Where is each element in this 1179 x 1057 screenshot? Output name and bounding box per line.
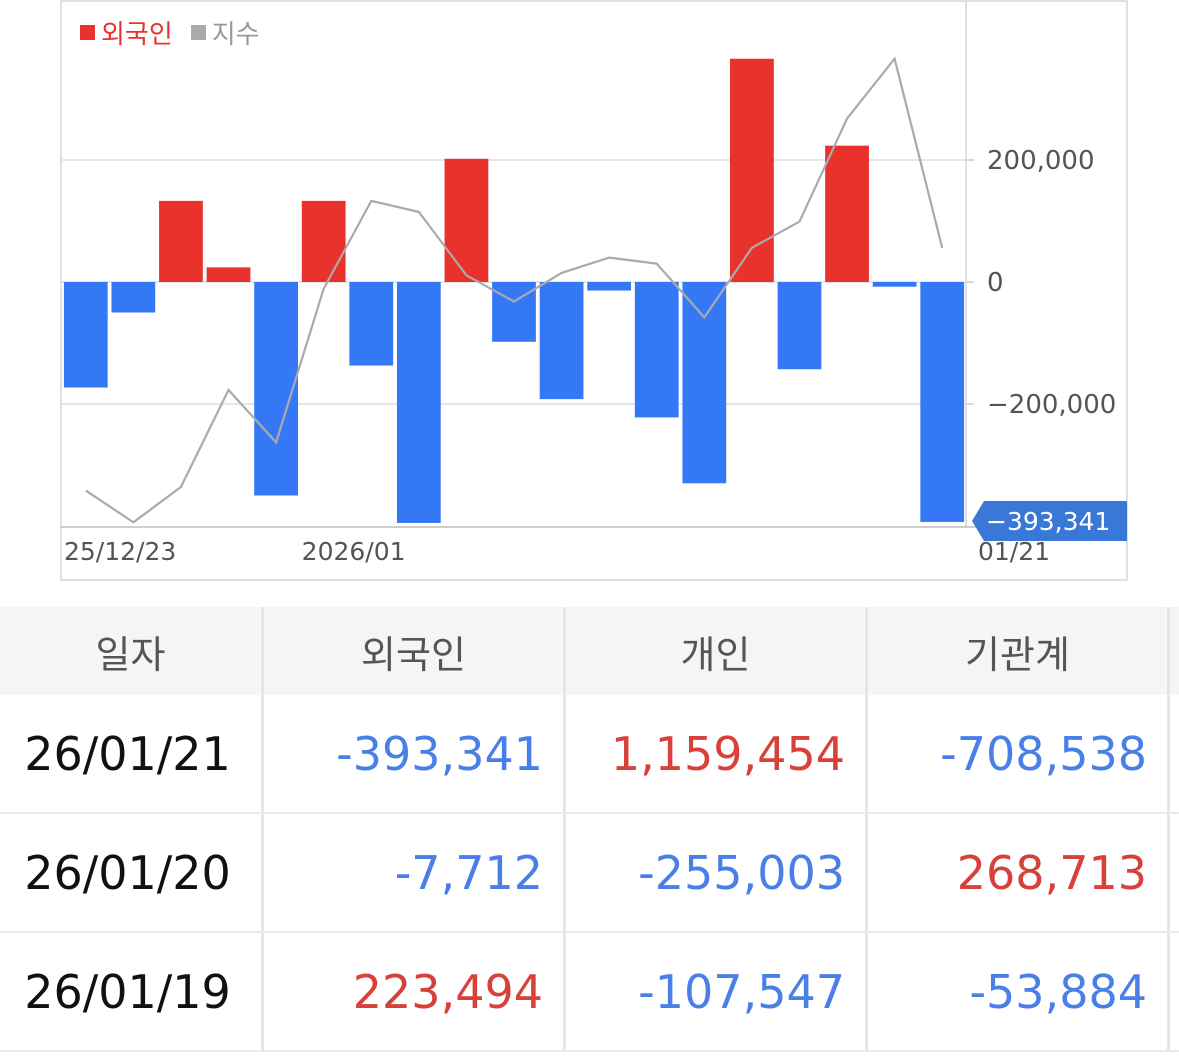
header-institution[interactable]: 기관계	[868, 607, 1170, 695]
header-date[interactable]: 일자	[0, 607, 264, 695]
bar	[111, 282, 156, 313]
table-row[interactable]: 26/01/20 -7,712 -255,003 268,713	[0, 814, 1179, 933]
bar	[539, 282, 584, 400]
chart-canvas: 200,000 0 −200,000 25/12/23 2026/01 01/21−393…	[60, 0, 1128, 581]
investor-table: 일자 외국인 개인 기관계 26/01/21 -393,341 1,159,454-…	[0, 607, 1179, 1052]
bar	[396, 282, 441, 523]
cell-institution: -708,538	[868, 695, 1170, 812]
cell-date: 26/01/21	[0, 695, 264, 812]
bar	[63, 282, 108, 388]
bar	[825, 145, 869, 282]
investor-chart: 200,000 0 −200,000 25/12/23 2026/01 01/21 −393…	[60, 0, 1128, 581]
x-tick-label: 2026/01	[302, 537, 406, 566]
bar	[587, 282, 632, 291]
table-header-row: 일자 외국인 개인 기관계	[0, 607, 1179, 695]
legend-index-label: 지수	[211, 20, 260, 50]
bar	[730, 58, 774, 282]
bar	[777, 282, 822, 370]
x-tick-label: 25/12/23	[64, 537, 176, 566]
x-tick-label: 01/21	[978, 537, 1050, 566]
y-tick-label: 200,000	[987, 146, 1095, 176]
bar	[444, 158, 489, 282]
cell-individual: -107,547	[566, 933, 868, 1050]
cell-date: 26/01/19	[0, 933, 264, 1050]
cell-institution: 268,713	[868, 814, 1170, 931]
legend-index-swatch	[190, 25, 206, 40]
cell-foreign: -393,341	[264, 695, 566, 812]
bar	[872, 282, 917, 287]
y-tick-label: 0	[987, 268, 1004, 298]
index-line	[85, 56, 944, 524]
table-body: 26/01/21 -393,341 1,159,454 -708,538 26/01/2…	[0, 695, 1179, 1052]
table-row[interactable]: 26/01/21 -393,341 1,159,454 -708,538	[0, 695, 1179, 814]
cell-foreign: 223,494	[264, 933, 566, 1050]
cell-foreign: -7,712	[264, 814, 566, 931]
cell-institution: -53,884	[868, 933, 1170, 1050]
bar	[301, 200, 346, 282]
header-foreign[interactable]: 외국인	[264, 607, 566, 695]
bar	[206, 267, 251, 282]
y-tick-label: −200,000	[987, 390, 1116, 420]
bar	[159, 200, 203, 282]
last-value-label: −393,341	[986, 507, 1110, 536]
legend-foreign-label: 외국인	[101, 20, 173, 50]
cell-overflow	[1170, 695, 1179, 812]
bar	[920, 282, 965, 522]
header-overflow	[1170, 607, 1179, 695]
cell-individual: -255,003	[566, 814, 868, 931]
chart-legend: 외국인 지수	[80, 14, 260, 51]
bar	[349, 282, 394, 366]
cell-overflow	[1170, 933, 1179, 1050]
cell-individual: 1,159,454	[566, 695, 868, 812]
bar	[492, 282, 536, 342]
table-row[interactable]: 26/01/19 223,494 -107,547 -53,884	[0, 933, 1179, 1052]
chart-frame	[60, 0, 1128, 581]
bar	[254, 282, 298, 496]
cell-date: 26/01/20	[0, 814, 264, 931]
bar	[634, 282, 679, 418]
legend-foreign-swatch	[80, 25, 95, 40]
header-individual[interactable]: 개인	[566, 607, 868, 695]
last-value-callout	[972, 500, 1127, 541]
cell-overflow	[1170, 814, 1179, 931]
bar	[682, 282, 727, 484]
